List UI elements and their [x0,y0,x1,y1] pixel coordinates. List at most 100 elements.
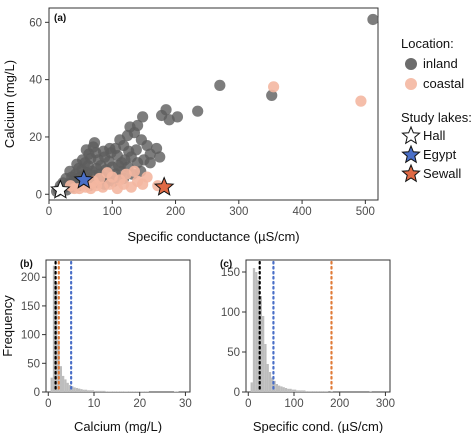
histogram-bar [296,390,299,392]
histogram-bar [66,382,69,392]
histogram-bar [280,386,283,392]
histogram-bar [80,389,83,392]
coastal-point [268,81,280,93]
histogram-bar [105,391,108,392]
histogram-bar [330,391,333,392]
egypt-lake-star [73,169,95,189]
histogram-bar [114,391,117,392]
coastal-point [101,167,113,179]
inland-point [111,149,123,162]
histogram-bar [316,391,320,392]
legend-item-egypt: Egypt [423,147,457,162]
y-tick-label: 50 [27,358,40,370]
histogram-bar [273,380,276,392]
histogram-bar [139,391,142,392]
y-axis-label: Calcium (mg/L) [2,60,17,148]
histogram-bar [62,375,65,392]
histogram-bar [250,382,253,392]
legend-item-hall: Hall [423,128,446,143]
y-tick-label: 40 [29,75,42,87]
histogram-bar [123,391,126,392]
inland-point [144,157,156,169]
legend-item-coastal: coastal [423,76,464,91]
x-tick-label: 300 [376,398,395,410]
hall-lake-star [50,179,71,199]
panel-label-c: (c) [220,259,232,270]
coastal-point [114,174,126,186]
inland-point [141,139,153,152]
sewall-lake-star [153,176,175,196]
histogram-bar [91,390,94,392]
histogram-bar [307,391,310,392]
y-tick-label: 0 [34,387,40,399]
histogram-bar [314,391,317,392]
histogram-bar [275,384,278,392]
y-tick-label: 200 [21,272,40,284]
panel-label-a: (a) [54,13,66,24]
histogram-bar [262,316,265,392]
legend-lakes-title: Study lakes: [401,110,472,125]
plot-area [45,259,191,393]
histogram-bar [142,391,145,392]
histogram-bar [126,391,129,392]
x-tick-label: 100 [103,206,122,218]
histogram-bar [284,388,288,392]
calcium-histogram-panel: 0 10 20 30 0 50 100 150 200 Calcium (mg/L) Frequen… [0,259,192,433]
histogram-bar [303,390,306,392]
histogram-bar [73,387,76,392]
y-tick-label: 20 [29,132,42,144]
x-tick-label: 20 [133,398,146,410]
legend: Location: inland coastal Study lakes: Hall Eg… [401,36,472,183]
histogram-bar [52,265,56,392]
histogram-bar [146,391,149,392]
histogram-bar [87,390,90,392]
histogram-bar [107,391,110,392]
inland-point [87,141,99,153]
y-tick-label: 150 [221,267,240,279]
y-tick-label: 0 [36,189,42,201]
x-axis-label: Specific conductance (µS/cm) [127,229,299,244]
histogram-bar [50,377,53,392]
inland-point [163,114,175,126]
histogram-bar [132,391,136,392]
inland-point [154,151,166,163]
inland-point [367,13,379,26]
histogram-bar [64,379,67,392]
x-axis-label: Calcium (mg/L) [74,419,162,433]
histogram-bar [94,390,97,392]
inland-point [150,142,163,155]
legend-item-inland: inland [423,56,458,71]
histogram-bar [110,391,113,392]
histogram-bar [289,388,292,392]
histogram-bar [257,280,260,392]
histogram-bar [116,391,120,392]
histogram-bar [323,391,326,392]
histogram-bar [75,387,78,392]
histogram-bar [319,391,322,392]
histogram-bar [282,387,285,392]
egypt-legend-star [401,144,421,164]
histogram-bar [298,390,301,392]
x-tick-label: 300 [229,206,248,218]
x-tick-label: 30 [179,398,192,410]
conductance-histogram-panel: 0 100 200 300 0 50 100 150 Specific cond. (µS/cm… [220,259,395,433]
coastal-point [355,95,367,107]
histogram-bar [268,372,272,392]
coastal-point [128,165,141,177]
histogram-bar [59,366,62,392]
histogram-bar [121,391,124,392]
y-tick-label: 60 [29,17,42,29]
x-tick-label: 100 [284,398,303,410]
histogram-bar [130,391,133,392]
histogram-bar [264,344,267,392]
histogram-bar [321,391,324,392]
x-tick-label: 0 [46,206,52,218]
x-tick-label: 10 [88,398,101,410]
histogram-bar [82,389,85,392]
histogram-bar [144,391,147,392]
y-tick-label: 50 [227,347,240,359]
histogram-bar [128,391,131,392]
x-tick-label: 200 [166,206,185,218]
histogram-bar [71,386,74,392]
histogram-bar [300,390,304,392]
